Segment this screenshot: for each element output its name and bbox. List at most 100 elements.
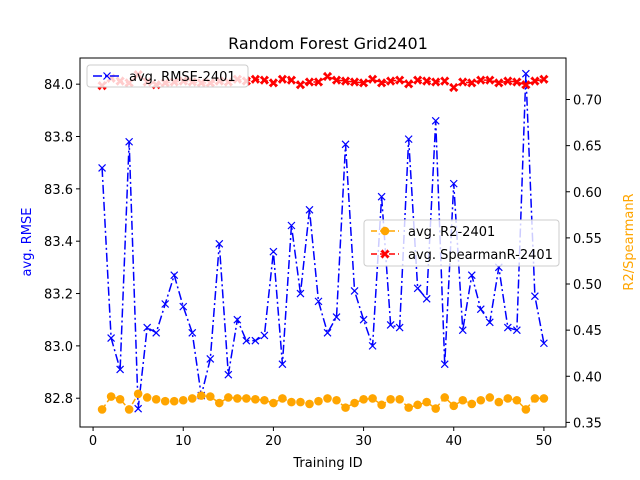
r2-point	[530, 394, 540, 403]
spearman-point	[394, 75, 405, 85]
rmse-point-stroke-b	[377, 192, 386, 201]
spearman-point	[422, 76, 432, 86]
rmse-point	[377, 192, 386, 201]
legend-rmse-marker-stroke-b	[103, 72, 111, 80]
r2-point	[341, 403, 350, 412]
r2-point	[332, 395, 341, 405]
spearman-point	[440, 76, 450, 86]
rmse-point-stroke-b	[179, 302, 188, 311]
rmse-series-line	[101, 73, 545, 409]
rmse-point	[98, 163, 107, 172]
x-tick-label: 30	[355, 434, 372, 449]
x-tick-label: 20	[265, 434, 282, 449]
rmse-point	[368, 341, 377, 350]
y-right-tick-label: 0.35	[573, 416, 602, 431]
rmse-point-stroke-b	[98, 163, 107, 172]
rmse-point-stroke-b	[359, 315, 368, 324]
r2-point	[187, 394, 197, 403]
x-tick-label: 40	[445, 434, 462, 449]
rmse-point	[413, 284, 422, 293]
rmse-point-stroke-b	[512, 326, 521, 335]
rmse-point-stroke-b	[422, 294, 431, 303]
rmse-point	[242, 336, 251, 345]
r2-point	[269, 398, 278, 408]
rmse-point	[512, 326, 521, 335]
rmse-point	[539, 339, 548, 348]
y-right-tick-label: 0.55	[573, 232, 602, 247]
rmse-point-stroke-b	[314, 297, 323, 306]
rmse-point	[404, 135, 413, 144]
r2-point	[251, 395, 260, 404]
rmse-point-stroke-b	[341, 140, 350, 149]
r2-point	[106, 392, 116, 401]
x-tick-label: 10	[175, 434, 192, 449]
rmse-point	[314, 297, 323, 306]
plot-frame	[79, 57, 567, 428]
rmse-point-stroke-b	[107, 334, 116, 342]
rmse-point	[188, 328, 197, 337]
chart-title: Random Forest Grid2401	[228, 34, 428, 53]
r2-point	[359, 395, 368, 404]
rmse-point	[125, 137, 134, 146]
rmse-point	[485, 318, 494, 327]
spearman-point	[313, 77, 324, 87]
rmse-point	[440, 360, 449, 369]
rmse-point	[152, 328, 161, 337]
rmse-point	[143, 323, 152, 332]
r2-point	[476, 395, 486, 405]
r2-point	[386, 395, 395, 404]
r2-point	[296, 397, 305, 407]
legend-lower-box	[363, 219, 560, 267]
y-left-tick-label: 83.6	[44, 183, 73, 198]
rmse-point-stroke-b	[278, 360, 287, 369]
rmse-point	[170, 271, 179, 280]
spearman-point	[295, 80, 306, 90]
rmse-point	[431, 116, 440, 125]
rmse-point-stroke-b	[404, 135, 413, 144]
rmse-point-stroke-b	[125, 137, 134, 146]
y-left-tick-label: 83.0	[44, 340, 73, 355]
r2-point	[323, 394, 332, 403]
rmse-point-stroke-b	[476, 305, 485, 314]
rmse-point-stroke-b	[188, 328, 197, 337]
spearman-point	[322, 71, 333, 82]
r2-point	[449, 401, 459, 411]
r2-point	[133, 389, 143, 399]
rmse-point-stroke-b	[242, 336, 251, 345]
spearman-point	[404, 79, 414, 89]
spearman-point	[485, 75, 495, 85]
legend-upper: avg. RMSE-2401	[86, 64, 249, 88]
rmse-point-stroke-b	[287, 221, 296, 230]
legend-lower: avg. R2-2401 avg. SpearmanR-2401	[363, 219, 560, 267]
rmse-point-stroke-b	[350, 286, 359, 295]
spearman-point	[367, 74, 378, 84]
spearman-point	[431, 77, 441, 87]
rmse-point	[305, 205, 314, 214]
y-axis-left-label: avg. RMSE	[20, 208, 35, 277]
r2-point	[404, 403, 413, 412]
y-left-tick-label: 83.2	[44, 288, 73, 303]
rmse-point	[449, 179, 458, 188]
rmse-point	[107, 334, 116, 342]
rmse-point	[233, 315, 242, 324]
legends: avg. RMSE-2401 avg. R2-2401 avg. SpearmanR…	[86, 64, 560, 267]
rmse-point-stroke-b	[386, 321, 395, 329]
rmse-point	[224, 370, 233, 379]
r2-point	[160, 396, 170, 406]
r2-point	[422, 397, 431, 407]
spearman-point	[259, 75, 270, 85]
rmse-point	[458, 326, 467, 335]
r2-point	[512, 395, 522, 405]
rmse-point-stroke-b	[170, 271, 179, 280]
r2-point	[494, 397, 504, 407]
spearman-point	[458, 77, 468, 87]
spearman-point	[385, 76, 396, 86]
r2-point	[485, 393, 495, 402]
r2-point	[440, 393, 450, 402]
r2-point	[115, 395, 125, 404]
y-right-tick-label: 0.50	[573, 278, 602, 293]
rmse-point-stroke-b	[485, 318, 494, 327]
x-axis-label: Training ID	[292, 456, 362, 471]
r2-point	[97, 405, 107, 414]
